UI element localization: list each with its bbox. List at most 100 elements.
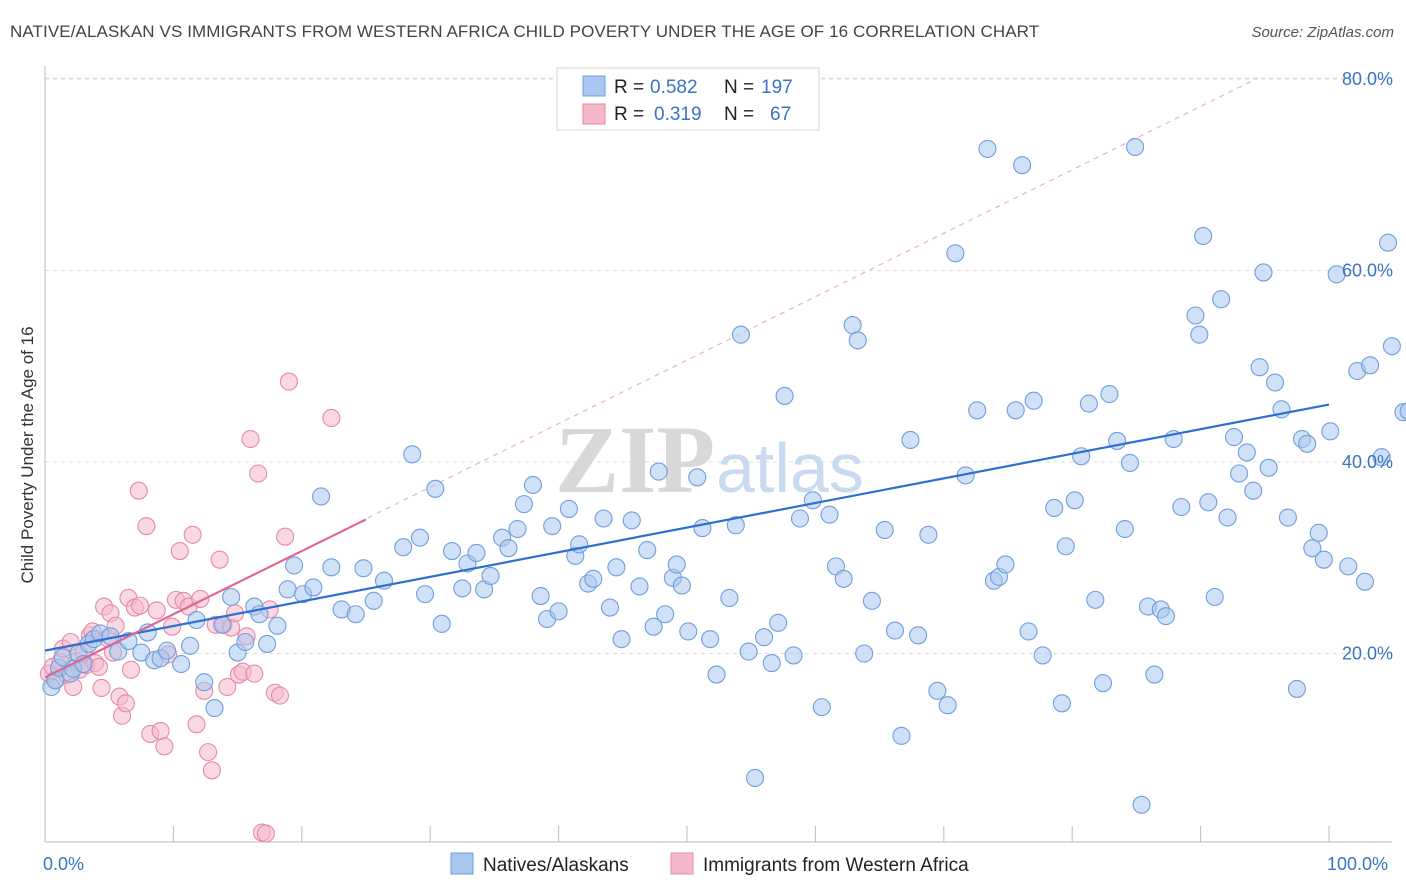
native-point <box>205 699 224 718</box>
native-point <box>236 632 255 652</box>
native-point <box>1045 498 1064 518</box>
legend-r-label-1: R = <box>614 77 644 98</box>
native-point <box>1205 587 1224 607</box>
native-point <box>222 587 241 607</box>
native-point <box>322 558 341 577</box>
legend-swatch-immigrants <box>582 103 606 125</box>
native-point <box>1237 443 1256 462</box>
native-point <box>1126 137 1145 157</box>
native-point <box>739 642 758 661</box>
native-point <box>258 634 277 653</box>
native-point <box>1033 646 1052 665</box>
native-point <box>667 555 686 574</box>
native-point <box>1244 481 1263 500</box>
native-point <box>688 468 707 487</box>
native-point <box>834 569 853 588</box>
watermark-zip: ZIP <box>555 406 715 513</box>
native-point <box>312 487 331 506</box>
natives-trend-line <box>44 403 1330 652</box>
native-point <box>820 505 839 524</box>
native-point <box>862 591 881 610</box>
native-point <box>1079 394 1098 413</box>
native-point <box>1361 356 1380 375</box>
native-point <box>354 559 373 578</box>
native-point <box>775 386 794 405</box>
native-point <box>946 244 965 263</box>
gridlines <box>45 77 1392 654</box>
native-point <box>607 558 626 577</box>
immigrant-point <box>116 694 135 713</box>
source-credit: Source: ZipAtlas.com <box>1251 24 1394 41</box>
y-tick-label: 20.0% <box>1342 644 1393 664</box>
x-tick-label: 0.0% <box>43 854 84 874</box>
native-point <box>693 519 712 538</box>
native-point <box>1218 508 1237 527</box>
native-point <box>1250 358 1269 377</box>
legend-n-value-1: 197 <box>761 77 793 98</box>
native-point <box>1399 402 1406 420</box>
native-point <box>720 588 739 608</box>
native-point <box>403 445 422 464</box>
chart-title: NATIVE/ALASKAN VS IMMIGRANTS FROM WESTER… <box>10 22 1040 41</box>
native-point <box>855 644 874 663</box>
native-point <box>1156 607 1175 626</box>
native-point <box>278 580 297 599</box>
native-point <box>707 665 726 684</box>
immigrant-point <box>92 678 111 698</box>
native-point <box>1309 523 1328 542</box>
data-points <box>39 137 1406 843</box>
legend-n-label-2: N = <box>724 104 754 125</box>
native-point <box>679 622 698 641</box>
native-point <box>1172 497 1191 517</box>
native-point <box>346 605 365 624</box>
native-point <box>1278 508 1297 527</box>
legend-r-label-2: R = <box>614 104 644 125</box>
stats-legend: R = 0.582 N = 197 R = 0.319 N = 67 <box>556 67 820 131</box>
native-point <box>1120 453 1140 473</box>
native-point <box>410 528 429 547</box>
native-point <box>892 726 911 745</box>
bottom-legend-swatch-natives <box>450 852 474 875</box>
native-point <box>1186 306 1205 325</box>
native-point <box>1190 325 1209 344</box>
y-axis-label: Child Poverty Under the Age of 16 <box>18 326 37 583</box>
native-point <box>1212 290 1231 309</box>
immigrant-point <box>129 481 148 500</box>
native-point <box>195 673 214 692</box>
native-point <box>638 541 657 560</box>
native-point <box>285 556 304 575</box>
native-point <box>928 681 947 700</box>
native-point <box>1006 401 1025 420</box>
native-point <box>467 543 486 563</box>
native-point <box>644 617 663 636</box>
native-point <box>416 585 435 604</box>
immigrant-point <box>241 429 260 449</box>
native-point <box>968 401 987 420</box>
native-point <box>559 499 578 518</box>
native-point <box>157 641 177 660</box>
native-point <box>754 628 774 647</box>
series-legend: Natives/Alaskans Immigrants from Western… <box>450 852 969 876</box>
native-point <box>1065 491 1084 510</box>
immigrants-trend-line <box>44 518 367 679</box>
native-point <box>1266 373 1285 392</box>
native-point <box>1372 448 1391 467</box>
native-point <box>672 576 691 595</box>
native-point <box>901 430 920 450</box>
native-point <box>1115 519 1134 539</box>
native-point <box>549 602 568 621</box>
y-tick-label: 40.0% <box>1342 452 1393 472</box>
bottom-legend-immigrants: Immigrants from Western Africa <box>703 855 969 876</box>
native-point <box>364 591 383 610</box>
legend-n-value-2: 67 <box>770 104 791 125</box>
immigrant-point <box>130 596 150 615</box>
native-point <box>746 768 765 788</box>
native-point <box>1254 263 1273 282</box>
native-point <box>172 654 191 674</box>
immigrant-point <box>270 686 290 705</box>
native-point <box>731 325 750 344</box>
native-point <box>1327 265 1346 284</box>
native-point <box>726 516 745 535</box>
native-point <box>584 569 603 588</box>
native-point <box>630 577 649 596</box>
